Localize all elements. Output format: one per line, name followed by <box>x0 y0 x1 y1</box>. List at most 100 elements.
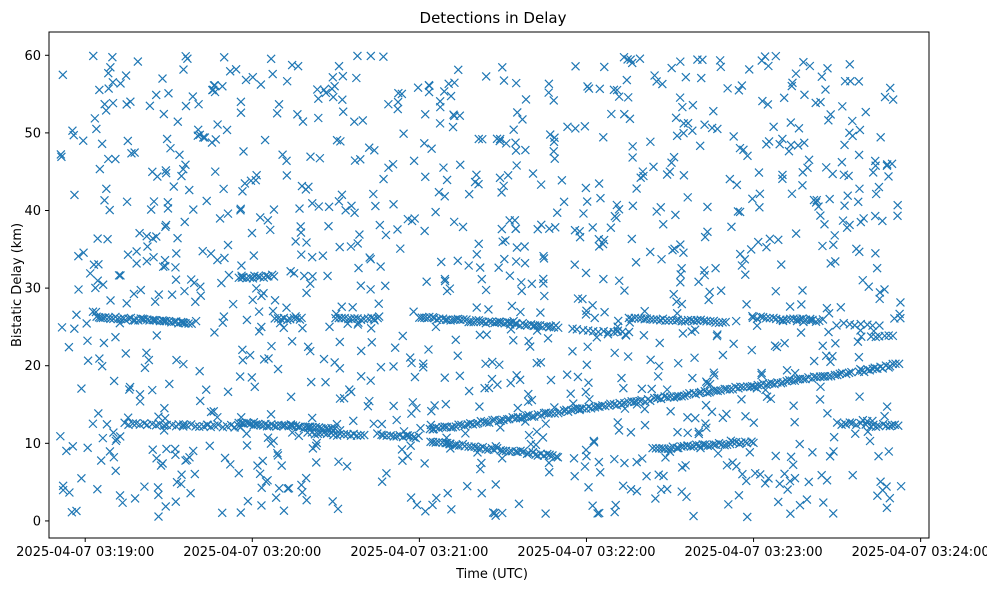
detection-point <box>553 323 563 333</box>
detection-point <box>152 172 162 181</box>
detection-point <box>158 74 167 84</box>
detection-point <box>584 378 593 388</box>
detection-point <box>79 248 89 258</box>
detection-point <box>312 85 322 94</box>
detection-point <box>179 65 188 74</box>
detection-point <box>338 107 348 117</box>
detection-point <box>242 273 252 283</box>
detection-point <box>515 307 525 317</box>
detection-point <box>520 258 530 268</box>
detection-point <box>544 467 554 477</box>
detection-point <box>593 508 603 518</box>
detection-point <box>161 316 171 326</box>
detection-point <box>609 327 619 337</box>
detection-point <box>142 256 152 266</box>
chart-title: Detections in Delay <box>420 9 567 27</box>
detection-point <box>614 276 624 286</box>
detection-point <box>731 316 741 326</box>
detection-point <box>175 150 184 160</box>
detection-point <box>735 249 745 259</box>
detection-point <box>498 237 508 247</box>
detection-point <box>294 431 304 441</box>
detection-point <box>584 84 594 93</box>
detection-point <box>884 447 894 456</box>
detection-point <box>282 156 291 166</box>
detection-point <box>319 354 329 364</box>
detection-point <box>706 441 715 451</box>
detection-point <box>617 400 627 410</box>
detection-point <box>212 412 222 422</box>
detection-point <box>815 395 825 404</box>
detection-point <box>169 182 179 192</box>
detection-point <box>737 261 747 270</box>
detection-point <box>303 342 313 352</box>
detection-point <box>822 303 832 313</box>
detection-point <box>123 250 133 260</box>
detection-point <box>434 187 444 197</box>
detection-point <box>488 508 498 517</box>
detection-point <box>273 364 283 374</box>
detection-point <box>588 300 598 310</box>
detection-point <box>161 502 171 511</box>
detection-point <box>135 389 145 399</box>
detection-point <box>628 141 638 151</box>
detection-point <box>698 440 708 450</box>
detection-point <box>363 401 373 411</box>
detection-point <box>161 220 171 230</box>
detection-point <box>516 446 525 456</box>
detection-point <box>789 401 799 411</box>
detection-point <box>139 314 149 324</box>
detection-point <box>670 210 680 220</box>
detection-point <box>140 363 150 373</box>
detection-point <box>188 205 198 214</box>
detection-point <box>855 184 864 194</box>
detection-point <box>76 473 86 483</box>
detection-point <box>142 231 152 241</box>
detection-point <box>677 299 687 309</box>
detection-point <box>418 362 428 372</box>
detection-point <box>713 386 723 396</box>
detection-point <box>476 317 485 327</box>
detection-point <box>580 121 590 131</box>
detection-point <box>636 173 646 183</box>
detection-point <box>328 497 338 506</box>
detection-point <box>669 289 679 299</box>
detection-point <box>872 491 882 501</box>
detection-point <box>609 399 619 409</box>
detection-point <box>788 460 798 470</box>
detection-point <box>431 438 441 447</box>
detection-point <box>722 460 732 470</box>
detection-point <box>580 462 590 471</box>
detection-point <box>91 124 101 134</box>
detection-point <box>302 238 311 247</box>
detection-point <box>351 73 361 83</box>
detection-point <box>697 55 707 65</box>
detection-point <box>788 78 797 88</box>
detection-point <box>785 302 795 312</box>
detection-point <box>785 314 795 324</box>
detection-point <box>700 120 710 130</box>
detection-point <box>484 317 494 326</box>
detection-point <box>597 400 607 410</box>
detection-point <box>158 262 168 272</box>
detection-point <box>506 378 516 388</box>
detection-point <box>605 399 615 409</box>
detection-point <box>172 355 181 365</box>
detection-point <box>152 453 161 463</box>
detection-point <box>241 75 251 85</box>
detection-point <box>147 385 157 395</box>
detection-point <box>123 136 133 146</box>
detection-point <box>161 168 171 178</box>
detection-point <box>588 501 598 511</box>
detection-point <box>735 143 745 153</box>
detection-point <box>64 342 74 352</box>
detection-point <box>785 476 795 486</box>
detection-point <box>536 220 546 230</box>
detection-point <box>612 200 622 210</box>
detection-point <box>720 440 730 450</box>
detection-point <box>771 286 781 296</box>
detection-point <box>313 94 323 104</box>
detection-point <box>617 327 627 337</box>
detection-point <box>876 132 886 142</box>
detection-point <box>288 421 298 430</box>
